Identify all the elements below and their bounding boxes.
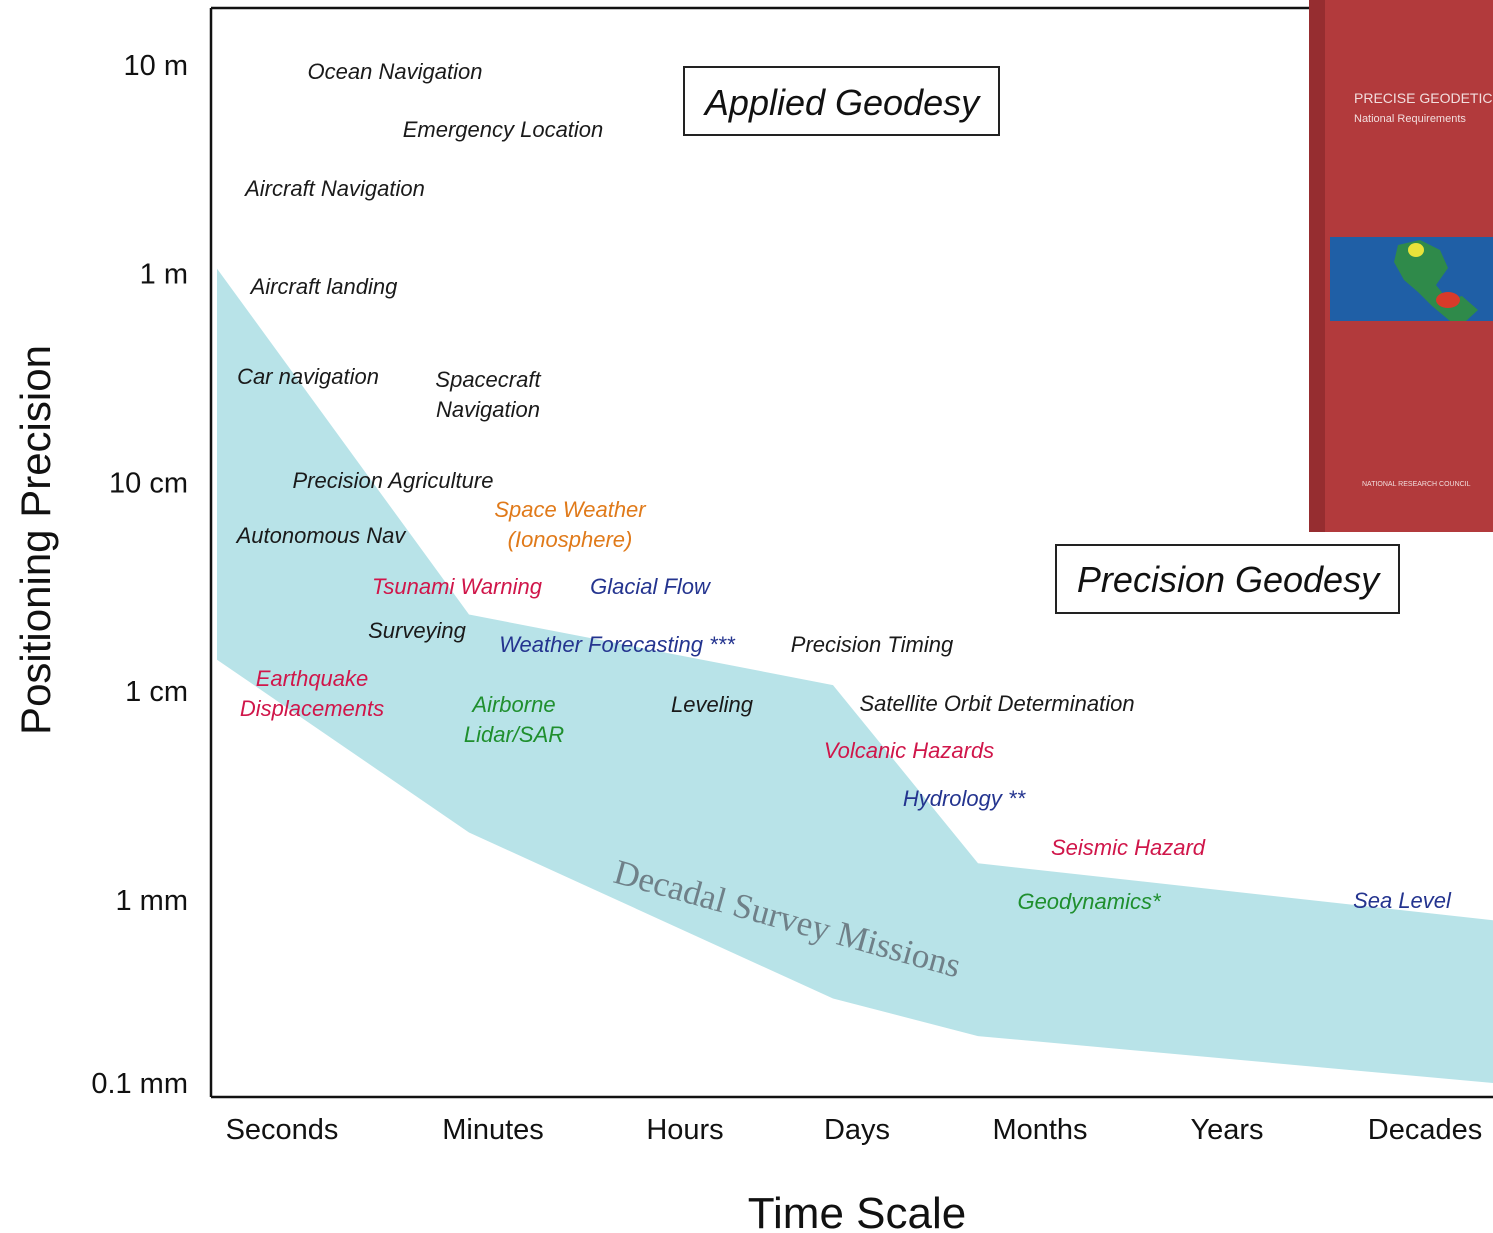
- cover-shade: [1309, 0, 1325, 532]
- application-label: Airborne: [470, 692, 555, 717]
- y-tick-label: 0.1 mm: [91, 1068, 188, 1100]
- application-label: Volcanic Hazards: [824, 738, 994, 763]
- application-labels: Ocean Navigation Emergency Location Aircra…: [235, 59, 1452, 914]
- x-tick-label: Minutes: [442, 1114, 544, 1146]
- cover-publisher: NATIONAL RESEARCH COUNCIL: [1362, 481, 1471, 488]
- cover-map-hotspot: [1408, 243, 1424, 257]
- application-label: Spacecraft: [435, 367, 541, 392]
- applied-geodesy-box: [683, 66, 1000, 136]
- y-tick-label: 10 cm: [109, 467, 188, 499]
- application-label: Aircraft landing: [249, 274, 399, 299]
- application-label: Glacial Flow: [590, 574, 712, 599]
- application-label: Precision Agriculture: [293, 468, 494, 493]
- x-tick-label: Hours: [646, 1114, 723, 1146]
- x-tick-label: Decades: [1368, 1114, 1482, 1146]
- precision-geodesy-label: Precision Geodesy: [1077, 559, 1381, 600]
- application-label: Surveying: [368, 618, 467, 643]
- application-label: Ocean Navigation: [308, 59, 483, 84]
- y-tick-labels: 10 m 1 m 10 cm 1 cm 1 mm 0.1 mm: [91, 50, 188, 1100]
- application-label: Space Weather: [494, 497, 647, 522]
- application-label: Earthquake: [256, 666, 369, 691]
- y-tick-label: 1 m: [140, 259, 188, 291]
- x-tick-labels: Seconds Minutes Hours Days Months Years Decade…: [226, 1114, 1483, 1146]
- application-label: Displacements: [240, 696, 384, 721]
- application-label: Weather Forecasting ***: [499, 632, 736, 657]
- precision-geodesy-box: [1055, 544, 1400, 614]
- report-cover-inset: PRECISE GEODETIC National Requirements N…: [1309, 0, 1493, 532]
- y-axis-title: Positioning Precision: [12, 345, 59, 735]
- x-tick-label: Days: [824, 1114, 890, 1146]
- x-tick-label: Seconds: [226, 1114, 339, 1146]
- application-label: Leveling: [671, 692, 754, 717]
- application-label: Lidar/SAR: [464, 722, 564, 747]
- application-label: Navigation: [436, 397, 540, 422]
- cover-title: PRECISE GEODETIC: [1354, 90, 1492, 106]
- application-label: Autonomous Nav: [235, 523, 408, 548]
- application-label: Geodynamics*: [1017, 889, 1162, 914]
- application-label: Satellite Orbit Determination: [859, 691, 1134, 716]
- y-tick-label: 1 cm: [125, 676, 188, 708]
- x-axis-title: Time Scale: [748, 1189, 966, 1233]
- application-label: (Ionosphere): [508, 527, 633, 552]
- application-label: Hydrology **: [903, 786, 1027, 811]
- x-tick-label: Years: [1190, 1114, 1263, 1146]
- y-tick-label: 10 m: [124, 50, 188, 82]
- application-label: Seismic Hazard: [1051, 835, 1206, 860]
- cover-subtitle: National Requirements: [1354, 113, 1466, 125]
- applied-geodesy-label: Applied Geodesy: [703, 82, 981, 123]
- y-tick-label: 1 mm: [116, 885, 189, 917]
- x-tick-label: Months: [992, 1114, 1087, 1146]
- application-label: Car navigation: [237, 364, 379, 389]
- application-label: Emergency Location: [403, 117, 604, 142]
- application-label: Sea Level: [1353, 888, 1452, 913]
- application-label: Tsunami Warning: [372, 574, 543, 599]
- decadal-survey-band: [217, 268, 1493, 1084]
- application-label: Precision Timing: [791, 632, 954, 657]
- application-label: Aircraft Navigation: [243, 176, 425, 201]
- cover-map-hotspot-red: [1436, 292, 1460, 308]
